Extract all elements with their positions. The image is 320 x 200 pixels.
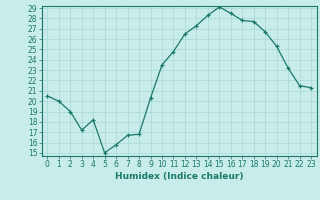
X-axis label: Humidex (Indice chaleur): Humidex (Indice chaleur)	[115, 172, 244, 181]
